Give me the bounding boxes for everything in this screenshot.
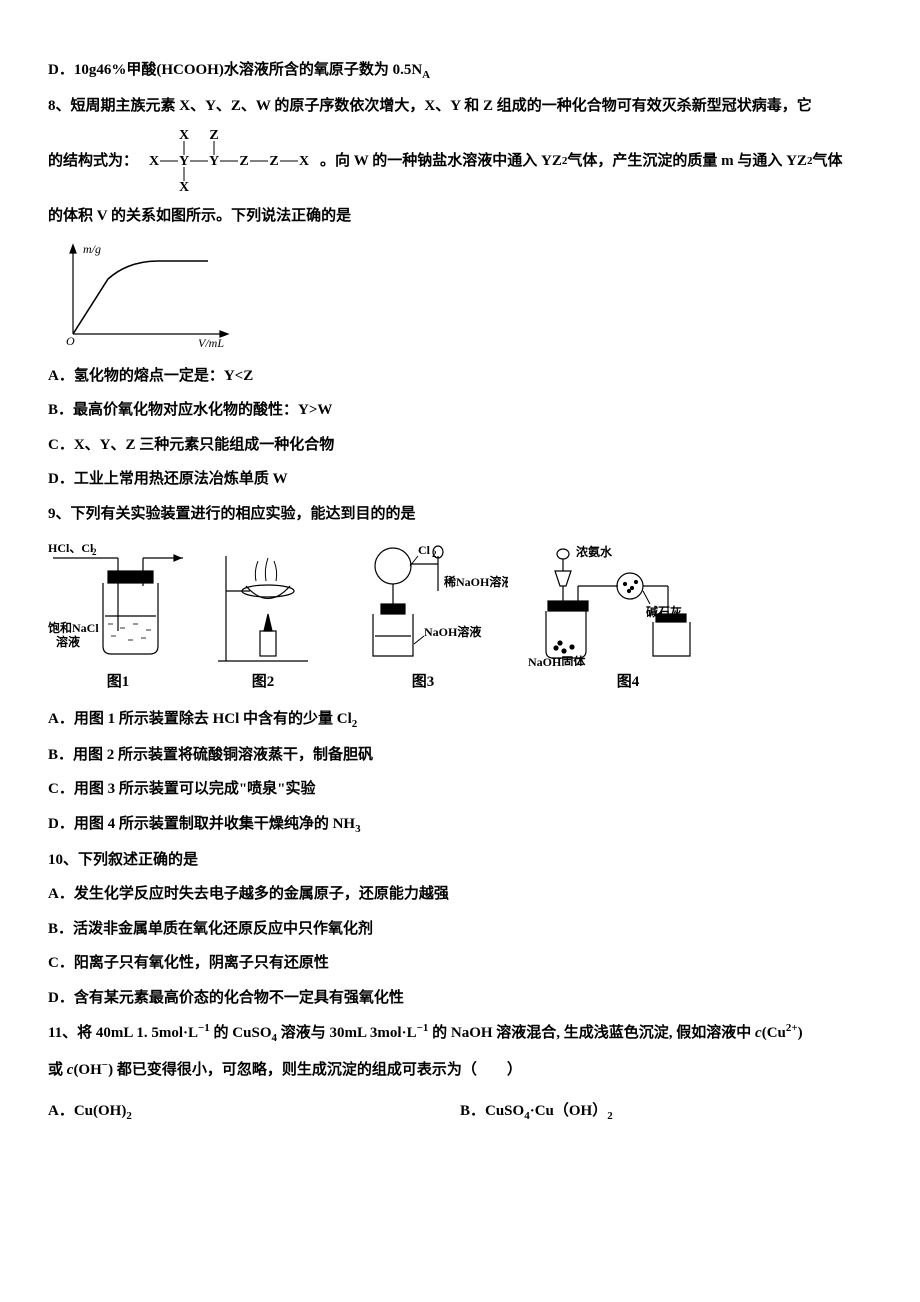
paren-close-2: ): [108, 1062, 113, 1078]
fig1-nacl-1: 饱和NaCl: [48, 620, 99, 635]
q8-stem-c: 的体积 V 的关系如图所示。下列说法正确的是: [48, 202, 872, 231]
cu2plus: (Cu: [762, 1025, 786, 1041]
q11-option-A: A．Cu(OH)2: [48, 1097, 460, 1127]
q10-option-A: A．发生化学反应时失去电子越多的金属原子，还原能力越强: [48, 880, 872, 909]
fig4-top: 浓氨水: [576, 544, 613, 559]
q8-option-D: D．工业上常用热还原法冶炼单质 W: [48, 465, 872, 494]
fig3-mid: 稀NaOH溶液: [444, 574, 508, 589]
sub-3: 3: [355, 823, 361, 835]
q10-option-C: C．阳离子只有氧化性，阴离子只有还原性: [48, 949, 872, 978]
q11-option-B: B．CuSO4·Cu（OH）2: [460, 1097, 872, 1127]
graph-xlabel: V/mL: [198, 336, 224, 350]
graph-origin: O: [66, 334, 75, 348]
sup-2plus: 2+: [786, 1022, 798, 1034]
q9-figures: HCl、Cl 2 饱和NaCl 溶液 图1: [48, 536, 872, 697]
q7-option-D: D．10g46%甲酸(HCOOH)水溶液所含的氧原子数为 0.5NA: [48, 56, 872, 86]
fig4-caption: 图4: [528, 668, 728, 697]
sub-2-d: 2: [126, 1110, 132, 1122]
q11-stem-line2: 或 c(OH−) 都已变得很小，可忽略，则生成沉淀的组成可表示为（ ）: [48, 1055, 872, 1085]
fig1-caption: 图1: [48, 668, 188, 697]
c-ital-1: c: [755, 1025, 762, 1041]
sup-neg1-b: −1: [417, 1022, 429, 1034]
q9-fig2: 图2: [208, 536, 318, 697]
graph-ylabel: m/g: [83, 242, 101, 256]
fig4-bottom: NaOH固体: [528, 654, 586, 666]
fig3-caption: 图3: [338, 668, 508, 697]
q8-option-C: C．X、Y、Z 三种元素只能组成一种化合物: [48, 431, 872, 460]
q11-stem-line1: 11、将 40mL 1. 5mol·L−1 的 CuSO4 溶液与 30mL 3…: [48, 1018, 872, 1049]
q9-fig4: 浓氨水 碱石灰 NaOH固体 图4: [528, 536, 728, 697]
svg-text:X: X: [299, 154, 309, 169]
fig3-cl2-sub: 2: [432, 549, 437, 559]
q8-stem-b-post2: 气体，产生沉淀的质量 m 与通入 YZ: [567, 147, 807, 176]
q8-stem-b-post3: 气体: [812, 147, 842, 176]
svg-text:Z: Z: [269, 154, 278, 169]
q10-option-B: B．活泼非金属单质在氧化还原反应中只作氧化剂: [48, 915, 872, 944]
q8-graph: m/g O V/mL: [48, 239, 872, 354]
svg-text:Z: Z: [209, 128, 218, 143]
fig3-bottom: NaOH溶液: [424, 624, 481, 639]
svg-text:X: X: [179, 180, 189, 195]
sub-2-e: 2: [607, 1110, 613, 1122]
svg-text:X: X: [149, 154, 159, 169]
svg-text:X: X: [179, 128, 189, 143]
fig2-caption: 图2: [208, 668, 318, 697]
fig1-label-left: HCl、Cl: [48, 541, 94, 555]
fig1-sub: 2: [92, 547, 97, 557]
q8-stem-b-post: 。向 W 的一种钠盐水溶液中通入 YZ: [320, 147, 562, 176]
sub-2-c: 2: [352, 718, 358, 730]
fig3-cl2: Cl: [418, 543, 431, 557]
q8-option-A: A．氢化物的熔点一定是：Y<Z: [48, 362, 872, 391]
fig4-mid: 碱石灰: [646, 604, 682, 619]
q9-option-A: A．用图 1 所示装置除去 HCl 中含有的少量 Cl2: [48, 705, 872, 735]
q8-option-B: B．最高价氧化物对应水化物的酸性：Y>W: [48, 396, 872, 425]
q10-stem: 10、下列叙述正确的是: [48, 846, 872, 875]
sup-neg1-a: −1: [198, 1022, 210, 1034]
q9-option-B: B．用图 2 所示装置将硫酸铜溶液蒸干，制备胆矾: [48, 741, 872, 770]
svg-text:Y: Y: [179, 154, 189, 169]
q9-fig1: HCl、Cl 2 饱和NaCl 溶液 图1: [48, 536, 188, 697]
q10-option-D: D．含有某元素最高价态的化合物不一定具有强氧化性: [48, 984, 872, 1013]
q9-fig3: Cl 2 稀NaOH溶液 NaOH溶液 图3: [338, 536, 508, 697]
q9-option-D: D．用图 4 所示装置制取并收集干燥纯净的 NH3: [48, 810, 872, 840]
svg-text:Y: Y: [209, 154, 219, 169]
q8-stem-b: 的结构式为： X Y Y Z Z X X Z X: [48, 126, 872, 196]
oh-minus: (OH: [73, 1062, 101, 1078]
svg-text:Z: Z: [239, 154, 248, 169]
q8-stem-b-pre: 的结构式为：: [48, 147, 138, 176]
sub-4-a: 4: [271, 1032, 277, 1044]
paren-close-1: ): [798, 1025, 803, 1041]
subscript-A: A: [422, 69, 430, 81]
q9-stem: 9、下列有关实验装置进行的相应实验，能达到目的的是: [48, 500, 872, 529]
q7-option-D-text: D．10g46%甲酸(HCOOH)水溶液所含的氧原子数为 0.5N: [48, 62, 422, 78]
structure-formula: X Y Y Z Z X X Z X: [144, 126, 314, 196]
q9-option-C: C．用图 3 所示装置可以完成"喷泉"实验: [48, 775, 872, 804]
q11-options-row: A．Cu(OH)2 B．CuSO4·Cu（OH）2: [48, 1091, 872, 1133]
fig1-nacl-2: 溶液: [56, 634, 80, 649]
q8-stem-a: 8、短周期主族元素 X、Y、Z、W 的原子序数依次增大，X、Y 和 Z 组成的一…: [48, 92, 872, 121]
